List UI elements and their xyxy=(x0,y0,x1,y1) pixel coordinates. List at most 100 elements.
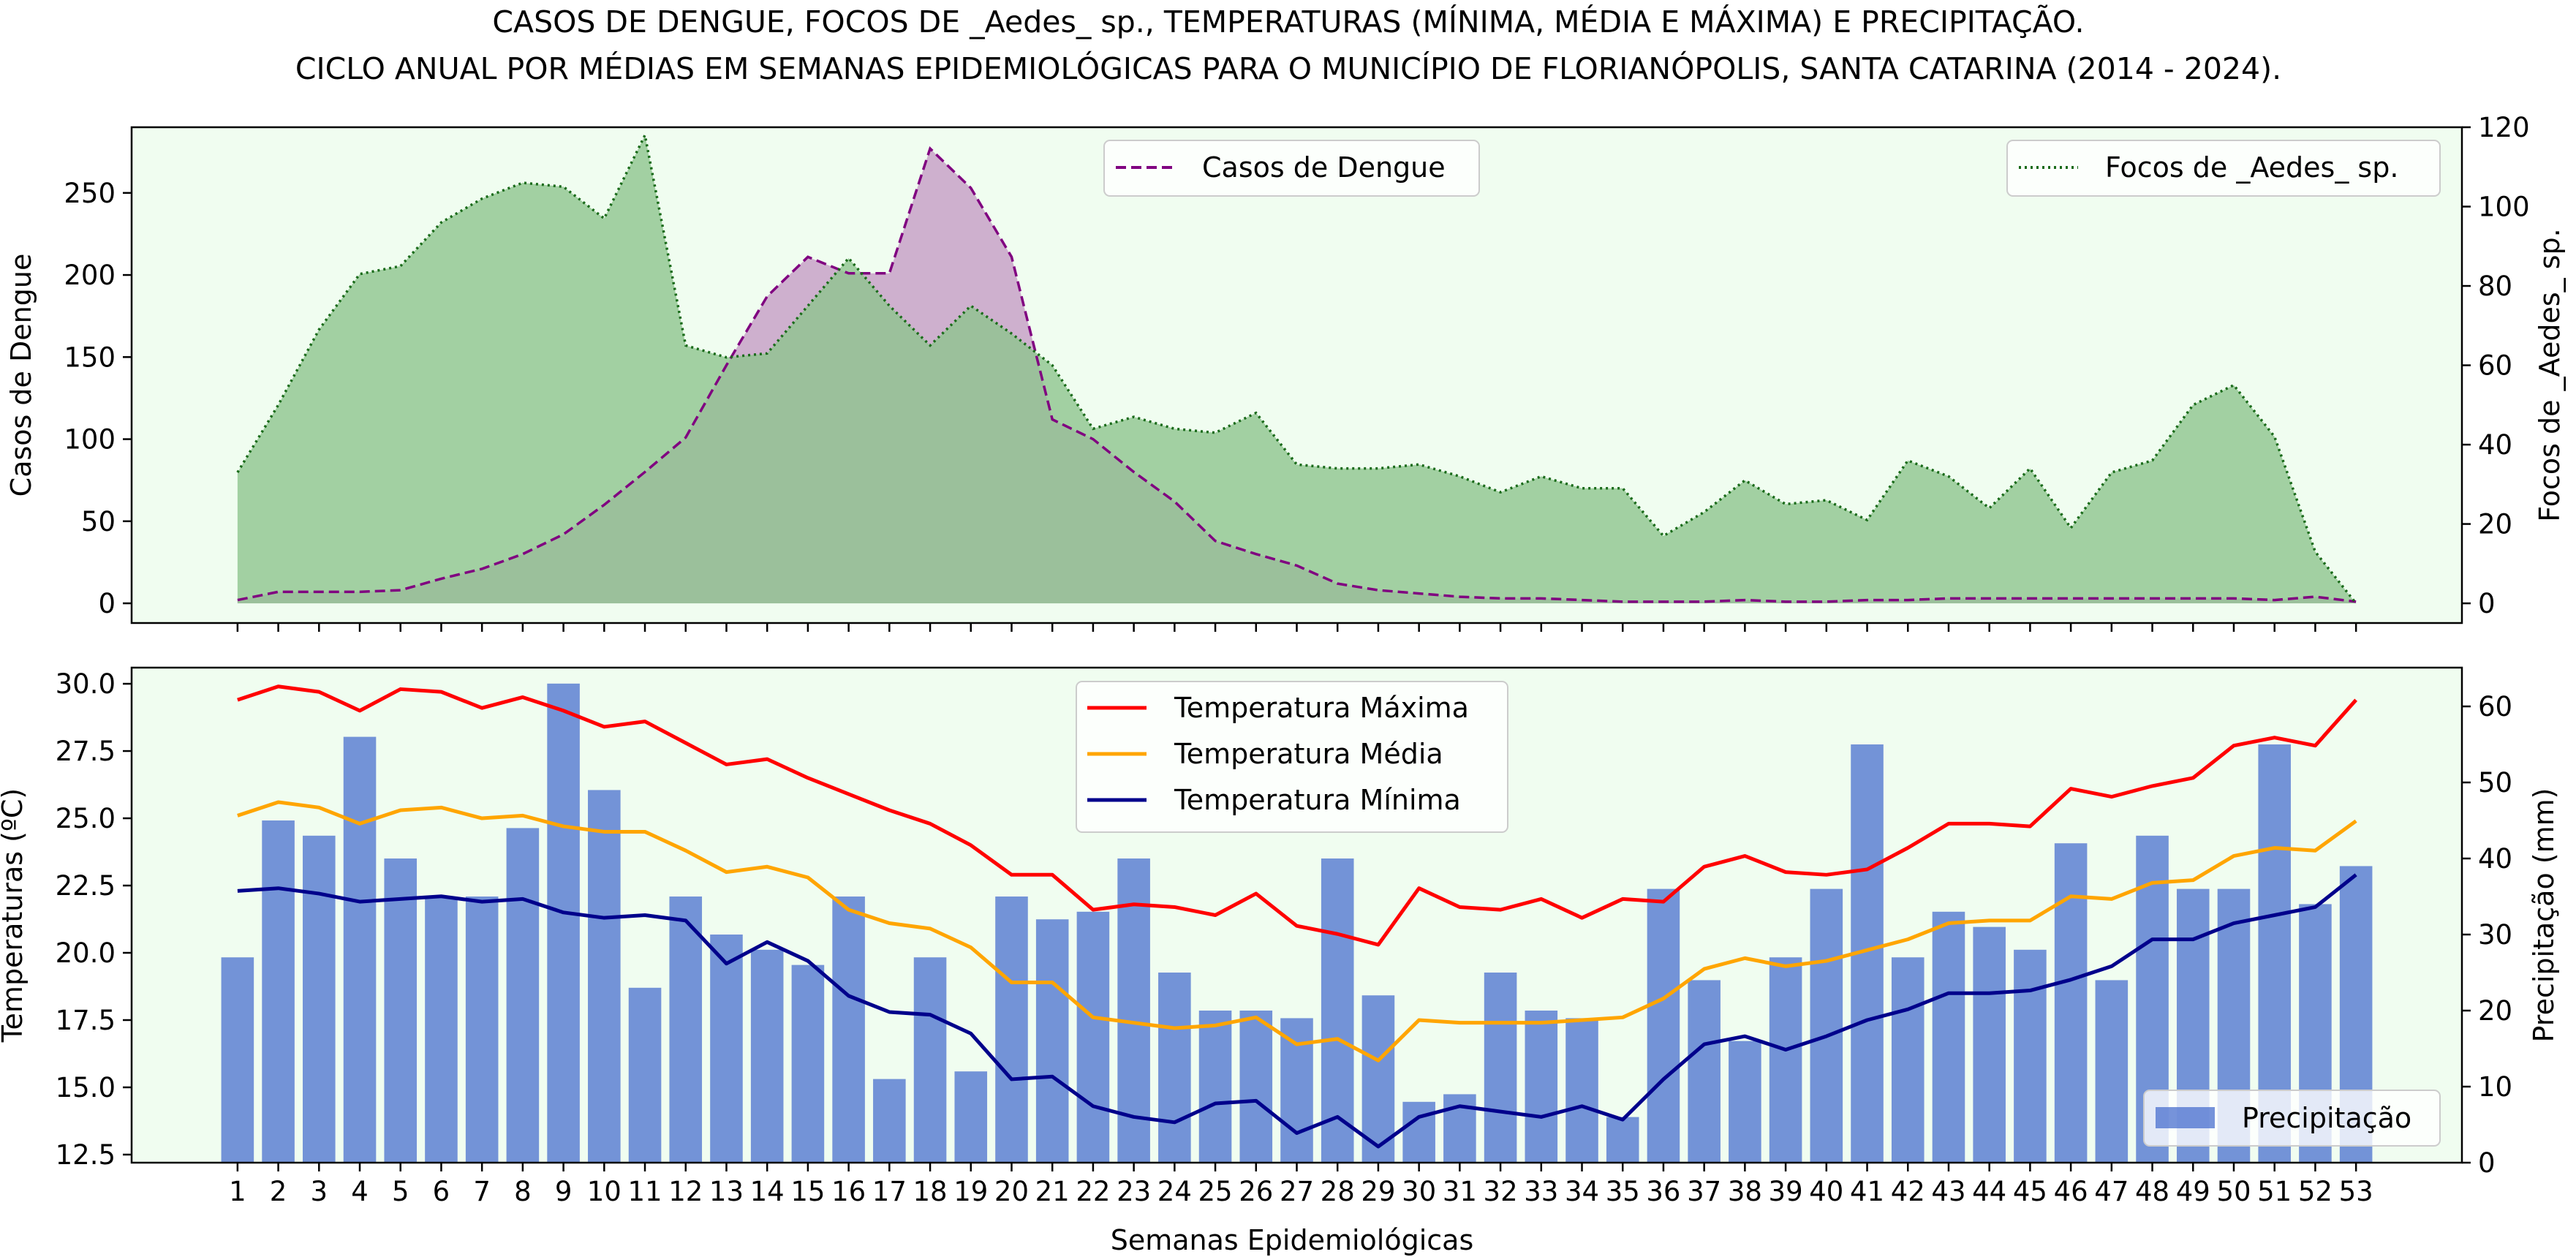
bottom-left-tick-label: 17.5 xyxy=(56,1005,116,1036)
top-right-tick-label: 20 xyxy=(2478,509,2512,540)
x-tick-label: 25 xyxy=(1198,1176,1233,1207)
precipitation-bar xyxy=(2095,980,2129,1163)
precipitation-bar xyxy=(384,858,418,1163)
precipitation-bar xyxy=(954,1071,988,1163)
x-tick-label: 40 xyxy=(1809,1176,1843,1207)
precipitation-bar xyxy=(1729,1041,1761,1163)
x-tick-label: 53 xyxy=(2339,1176,2373,1207)
precipitation-bar xyxy=(2054,843,2088,1163)
precipitation-bar xyxy=(791,965,825,1163)
precipitation-bar xyxy=(1198,1011,1232,1163)
precipitation-bar xyxy=(913,957,947,1163)
x-tick-label: 29 xyxy=(1361,1176,1395,1207)
x-tick-label: 35 xyxy=(1606,1176,1640,1207)
bottom-panel: 12.515.017.520.022.525.027.530.0 0102030… xyxy=(0,666,2560,1256)
precipitation-bar xyxy=(343,736,377,1163)
x-tick-label: 47 xyxy=(2094,1176,2129,1207)
x-tick-label: 48 xyxy=(2135,1176,2169,1207)
bottom-left-tick-label: 27.5 xyxy=(56,736,116,767)
bottom-left-tick-label: 20.0 xyxy=(56,937,116,969)
x-tick-label: 24 xyxy=(1157,1176,1192,1207)
x-tick-label: 42 xyxy=(1891,1176,1925,1207)
top-left-axis: 0 50 100 150 200 250 xyxy=(64,178,132,619)
bottom-right-tick-label: 30 xyxy=(2478,919,2512,951)
x-tick-label: 5 xyxy=(392,1176,409,1207)
top-right-axis-label: Focos de _Aedes_ sp. xyxy=(2534,228,2566,521)
x-tick-label: 34 xyxy=(1565,1176,1599,1207)
precipitation-bar xyxy=(1239,1011,1273,1163)
precipitation-bar xyxy=(1402,1101,1435,1163)
x-tick-label: 44 xyxy=(1972,1176,2006,1207)
x-tick-label: 31 xyxy=(1443,1176,1477,1207)
legend-aedes: Focos de _Aedes_ sp. xyxy=(2006,140,2441,197)
legend-precipitation-label: Precipitação xyxy=(2242,1102,2411,1134)
x-tick-label: 3 xyxy=(311,1176,328,1207)
tmin-line xyxy=(237,873,2357,1149)
bottom-left-tick-label: 25.0 xyxy=(56,803,116,834)
precipitation-bar xyxy=(588,790,621,1163)
precipitation-bar xyxy=(506,828,540,1163)
x-tick-label: 18 xyxy=(913,1176,948,1207)
x-tick-label: 6 xyxy=(433,1176,450,1207)
legend-temperatures-box xyxy=(1076,681,1508,833)
precipitation-bar xyxy=(303,835,336,1163)
precipitation-bar xyxy=(1810,888,1843,1163)
bottom-left-tick-label: 12.5 xyxy=(56,1139,116,1171)
chart-title-line-2: CICLO ANUAL POR MÉDIAS EM SEMANAS EPIDEM… xyxy=(295,51,2281,86)
top-right-tick-label: 0 xyxy=(2478,588,2496,619)
x-tick-label: 20 xyxy=(994,1176,1029,1207)
bottom-right-tick-label: 60 xyxy=(2478,691,2512,722)
precipitation-bar xyxy=(1280,1018,1313,1163)
bottom-left-tick-label: 15.0 xyxy=(56,1072,116,1103)
x-tick-label: 28 xyxy=(1321,1176,1355,1207)
precipitation-bar xyxy=(221,957,254,1163)
bottom-left-tick-label: 30.0 xyxy=(56,668,116,700)
precipitation-bar xyxy=(995,896,1028,1163)
precipitation-bar xyxy=(1647,888,1680,1163)
x-tick-label: 19 xyxy=(953,1176,988,1207)
legend-tmin-label: Temperatura Mínima xyxy=(1174,784,1461,816)
x-tick-label: 15 xyxy=(790,1176,825,1207)
x-tick-label: 43 xyxy=(1931,1176,1965,1207)
top-area-fills xyxy=(237,135,2357,604)
top-x-axis xyxy=(236,623,2357,632)
legend-tmax-label: Temperatura Máxima xyxy=(1174,692,1469,724)
bottom-right-tick-label: 20 xyxy=(2478,995,2512,1027)
precipitation-bar xyxy=(465,896,499,1163)
top-right-tick-label: 120 xyxy=(2478,112,2530,143)
x-tick-label: 7 xyxy=(473,1176,491,1207)
x-tick-label: 46 xyxy=(2054,1176,2088,1207)
x-tick-label: 32 xyxy=(1484,1176,1518,1207)
x-tick-label: 38 xyxy=(1728,1176,1762,1207)
precipitation-bar xyxy=(1484,973,1517,1163)
x-tick-label: 41 xyxy=(1850,1176,1884,1207)
bottom-right-tick-label: 10 xyxy=(2478,1071,2512,1103)
bottom-left-tick-label: 22.5 xyxy=(56,870,116,902)
temperature-lines xyxy=(237,684,2358,1149)
x-tick-label: 36 xyxy=(1646,1176,1680,1207)
precipitation-bar xyxy=(1973,926,2006,1163)
x-tick-label: 33 xyxy=(1524,1176,1558,1207)
x-tick-label: 50 xyxy=(2216,1176,2251,1207)
bottom-left-axis: 12.5 15.0 17.5 20.0 22.5 25.0 27.5 30.0 xyxy=(56,668,132,1171)
precipitation-bar xyxy=(1035,919,1069,1163)
top-right-axis: 0 20 40 60 80 100 120 xyxy=(2462,112,2530,619)
top-right-tick-label: 40 xyxy=(2478,429,2512,461)
precipitation-bar xyxy=(710,935,743,1163)
top-left-tick-label: 150 xyxy=(64,341,116,373)
precipitation-bar xyxy=(1361,995,1395,1163)
x-tick-label: 16 xyxy=(831,1176,866,1207)
precipitation-bar xyxy=(1891,957,1925,1163)
x-axis-label: Semanas Epidemiológicas xyxy=(1111,1224,1474,1256)
x-tick-label: 27 xyxy=(1280,1176,1314,1207)
top-panel: 0 50 100 150 200 250 0 20 40 60 80 100 120 Casos de… xyxy=(5,112,2566,632)
precipitation-bar xyxy=(832,896,865,1163)
x-tick-label: 2 xyxy=(270,1176,287,1207)
x-tick-label: 30 xyxy=(1402,1176,1436,1207)
x-tick-label: 8 xyxy=(514,1176,532,1207)
top-right-tick-label: 80 xyxy=(2478,271,2512,302)
bottom-left-axis-label: Temperaturas (ºC) xyxy=(0,788,29,1043)
tmax-line xyxy=(237,684,2358,947)
precipitation-bar xyxy=(1117,858,1150,1163)
precipitation-bar xyxy=(1932,911,1965,1163)
